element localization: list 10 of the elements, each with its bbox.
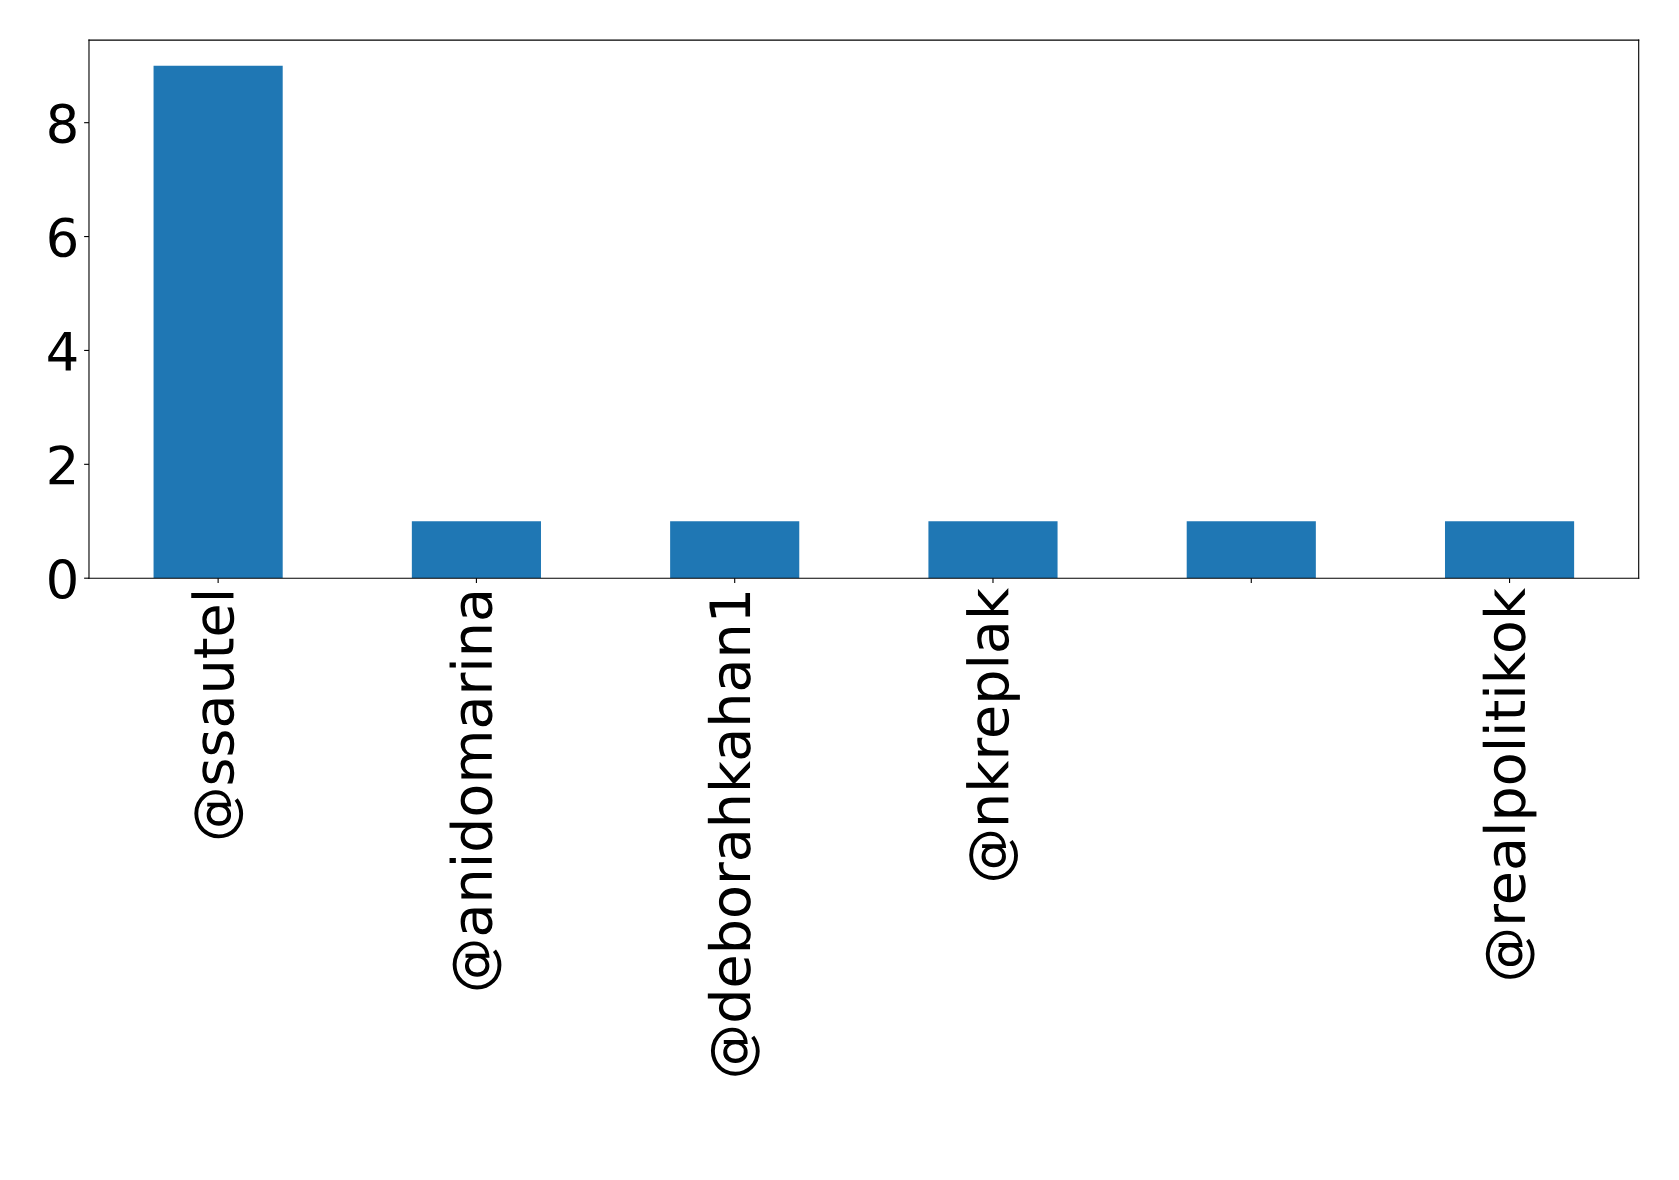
y-tick-label: 0 [49, 559, 76, 599]
x-tick-label: @deborahkahan1 [707, 593, 760, 1076]
x-tick-label: @realpolitikok [1482, 588, 1537, 979]
x-tick-label: @nkreplak [966, 588, 1020, 880]
y-tick-label: 6 [49, 217, 76, 258]
y-tick-label: 4 [48, 332, 77, 371]
x-tick-label: @ssautel [191, 593, 244, 839]
y-tick-label: 2 [49, 445, 74, 485]
x-tick-label: @anidomarina [449, 592, 502, 990]
y-tick-label: 8 [49, 103, 76, 144]
